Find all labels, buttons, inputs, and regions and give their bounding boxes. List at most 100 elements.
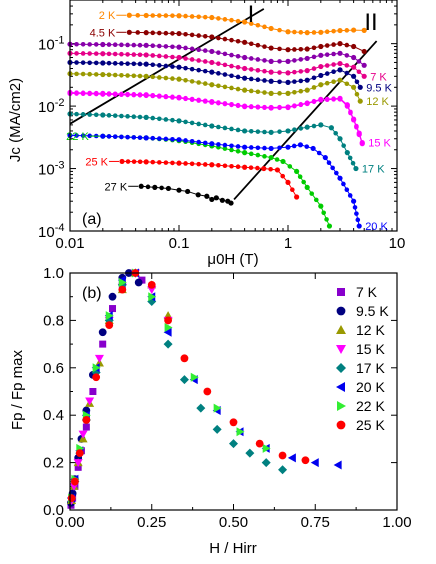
panel-a-data-point: [176, 160, 182, 166]
panel-a-data-point: [87, 42, 92, 47]
panel-a-data-point: [74, 51, 79, 56]
panel-a-data-point: [222, 146, 228, 151]
panel-a-data-point: [163, 136, 169, 142]
panel-a-data-point: [248, 41, 254, 47]
panel-a-data-point: [268, 90, 274, 96]
panel-a-data-point: [163, 94, 169, 99]
panel-a-data-point: [135, 30, 141, 35]
panel-b-data-point: [163, 327, 172, 337]
panel-a-data-point: [80, 112, 86, 117]
panel-a-y-tick-label: 10-3: [38, 160, 64, 179]
panel-a-data-point: [277, 91, 282, 96]
panel-a-data-point: [159, 185, 164, 191]
panel-b-data-point: [147, 280, 156, 289]
panel-b-legend: 7 K 9.5 K 12 K 15 K 17 K 20 K 22 K 25 K: [336, 284, 389, 433]
panel-a-data-point: [304, 124, 310, 130]
panel-a-data-point: [222, 72, 228, 77]
panel-b-data-point: [180, 354, 189, 363]
panel-a-data-point: [209, 48, 215, 55]
panel-a-data-point: [93, 112, 99, 118]
panel-a-data-point: [357, 84, 363, 90]
panel-b-data-point: [71, 477, 79, 486]
panel-b-legend-marker: [336, 306, 346, 316]
panel-b-data-point: [164, 323, 173, 333]
panel-b-x-tick-label: 1.00: [382, 514, 411, 531]
panel-a-frame: [69, 0, 398, 232]
panel-a-data-point: [216, 61, 221, 66]
panel-a-data-point: [131, 61, 137, 67]
panel-a-data-point: [285, 58, 291, 64]
panel-b-data-point: [190, 372, 199, 382]
panel-a-data-point: [163, 54, 169, 59]
panel-a-data-point: [285, 128, 291, 134]
panel-a-data-point: [196, 47, 201, 53]
panel-a-data-point: [93, 90, 99, 96]
panel-b-legend-marker: [336, 382, 345, 392]
panel-a-data-point: [235, 86, 241, 92]
panel-a-data-point: [274, 167, 281, 173]
panel-a-data-point: [280, 173, 286, 179]
panel-a-data-point: [298, 46, 304, 52]
panel-a-data-point: [157, 43, 162, 49]
panel-a-data-point: [150, 74, 156, 80]
panel-a-data-point: [137, 159, 143, 165]
panel-b-data-point: [78, 430, 88, 439]
panel-b-series-2: [67, 268, 173, 505]
panel-a-data-point: [318, 63, 324, 70]
panel-b-data-point: [82, 423, 90, 431]
panel-a-data-point: [189, 32, 195, 38]
panel-b-data-point: [213, 403, 222, 413]
panel-a-data-point: [170, 76, 175, 81]
panel-a-data-point: [150, 115, 156, 121]
panel-a-data-point: [318, 82, 324, 88]
panel-a-data-point: [255, 104, 261, 110]
panel-b-ticks: 0.00 0.25 0.50 0.75 1.00 0.0 0.2 0.4 0.6 0.8 1.0: [43, 265, 411, 531]
panel-a-data-point: [150, 30, 156, 36]
panel-a-data-point: [341, 143, 346, 148]
panel-a-data-point: [209, 141, 215, 147]
panel-a-data-point: [229, 37, 234, 43]
panel-a-data-point: [216, 16, 221, 21]
panel-a-data-point: [209, 99, 215, 105]
panel-a-data-point: [311, 30, 317, 35]
panel-a-data-point: [268, 58, 274, 64]
panel-a-data-point: [74, 90, 79, 95]
panel-a-data-point: [170, 31, 175, 36]
panel-a-data-point: [248, 67, 254, 72]
panel-a-data-point: [229, 126, 234, 132]
panel-b-data-point: [287, 453, 296, 463]
panel-a-data-point: [170, 137, 175, 142]
panel-a-series-label: 12 K: [366, 96, 389, 108]
panel-a-data-point: [80, 71, 86, 77]
panel-a-series-label: 9.5 K: [366, 82, 392, 94]
panel-a-data-point: [292, 58, 297, 63]
panel-a-data-point: [189, 14, 195, 19]
panel-a-data-point: [170, 117, 175, 123]
panel-a-data-point: [189, 79, 195, 84]
panel-a-data-point: [311, 123, 317, 129]
panel-a-data-point: [74, 60, 79, 65]
panel-a-data-point: [337, 136, 343, 142]
panel-a-data-point: [324, 52, 330, 57]
panel-a-data-point: [183, 31, 188, 37]
panel-a-data-point: [356, 130, 362, 136]
panel-a-data-point: [355, 217, 361, 223]
panel-a-data-point: [235, 18, 241, 24]
panel-b-legend-label: 22 K: [356, 398, 385, 414]
panel-a-data-point: [137, 73, 143, 79]
panel-a-data-point: [137, 52, 143, 58]
panel-a-data-point: [163, 13, 169, 18]
panel-a-data-point: [331, 42, 336, 47]
panel-a-data-point: [268, 166, 273, 172]
panel-a-data-point: [351, 64, 357, 70]
panel-a-data-point: [216, 71, 221, 76]
panel-a-data-point: [119, 61, 124, 66]
panel-a-data-point: [285, 144, 291, 150]
panel-a-data-point: [119, 73, 124, 78]
panel-a-x-tick-label: 1: [284, 235, 292, 252]
panel-a-data-point: [301, 179, 306, 185]
panel-a-data-point: [131, 42, 137, 48]
panel-a-series-10: [67, 132, 362, 229]
panel-a-data-point: [248, 88, 254, 94]
panel-a-data-point: [297, 174, 303, 180]
